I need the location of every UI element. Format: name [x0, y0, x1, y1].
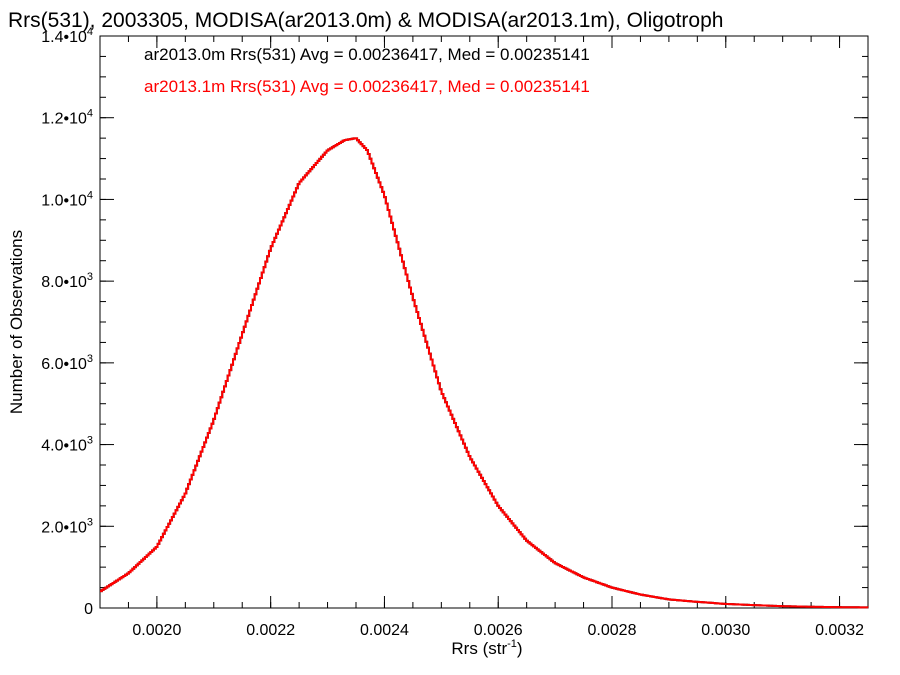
series-line-ar2013-0m: [100, 137, 869, 609]
y-tick-label: 4.0•103: [41, 435, 93, 455]
y-tick-label-exponent: 4: [87, 189, 93, 201]
y-tick-label: 1.4•104: [41, 26, 93, 46]
x-tick-label: 0.0026: [474, 622, 523, 639]
legend-entry-ar2013-0m: ar2013.0m Rrs(531) Avg = 0.00236417, Med…: [144, 45, 590, 64]
y-tick-label-exponent: 4: [87, 26, 93, 38]
x-axis-ticks: 0.0020 0.0022 0.0024 0.0026 0.0028 0.0030 0.00…: [99, 36, 869, 639]
y-tick-label: 6.0•103: [41, 353, 93, 373]
x-axis-label-text: Rrs (str: [451, 639, 507, 658]
y-tick-label: 1.0•104: [41, 189, 93, 209]
y-tick-label: 2.0•103: [41, 516, 93, 536]
y-axis-label: Number of Observations: [7, 230, 26, 414]
chart-title: Rrs(531), 2003305, MODISA(ar2013.0m) & M…: [8, 9, 723, 32]
y-tick-label: 1.2•104: [41, 108, 93, 128]
x-tick-label: 0.0032: [815, 622, 864, 639]
y-tick-label-exponent: 4: [87, 108, 93, 120]
y-tick-label-base: 1.4•10: [41, 29, 87, 46]
y-tick-label-base: 0: [84, 601, 93, 618]
x-tick-label: 0.0030: [701, 622, 750, 639]
y-tick-label-exponent: 3: [87, 271, 93, 283]
x-axis-label: Rrs (str-1): [451, 638, 522, 658]
y-tick-label-base: 2.0•10: [41, 519, 87, 536]
legend-entry-ar2013-1m: ar2013.1m Rrs(531) Avg = 0.00236417, Med…: [144, 77, 590, 96]
y-tick-label: 8.0•103: [41, 271, 93, 291]
y-tick-label-base: 4.0•10: [41, 438, 87, 455]
series-layer: [100, 137, 869, 609]
y-tick-label: 0: [84, 601, 93, 618]
y-tick-label-exponent: 3: [87, 516, 93, 528]
x-tick-label: 0.0024: [360, 622, 409, 639]
x-tick-label: 0.0020: [132, 622, 181, 639]
series-line-ar2013-1m: [100, 137, 869, 609]
y-tick-label-exponent: 3: [87, 435, 93, 447]
y-tick-label-base: 1.0•10: [41, 192, 87, 209]
y-tick-label-exponent: 3: [87, 353, 93, 365]
y-tick-label-base: 8.0•10: [41, 274, 87, 291]
y-tick-label-base: 6.0•10: [41, 356, 87, 373]
y-axis-ticks: 02.0•1034.0•1036.0•1038.0•1031.0•1041.2•…: [41, 26, 868, 618]
y-tick-label-base: 1.2•10: [41, 111, 87, 128]
x-tick-label: 0.0022: [246, 622, 295, 639]
x-tick-label: 0.0028: [588, 622, 637, 639]
plot-frame: [99, 35, 869, 609]
x-axis-label-close: ): [517, 639, 523, 658]
x-axis-label-exponent: -1: [507, 638, 517, 650]
